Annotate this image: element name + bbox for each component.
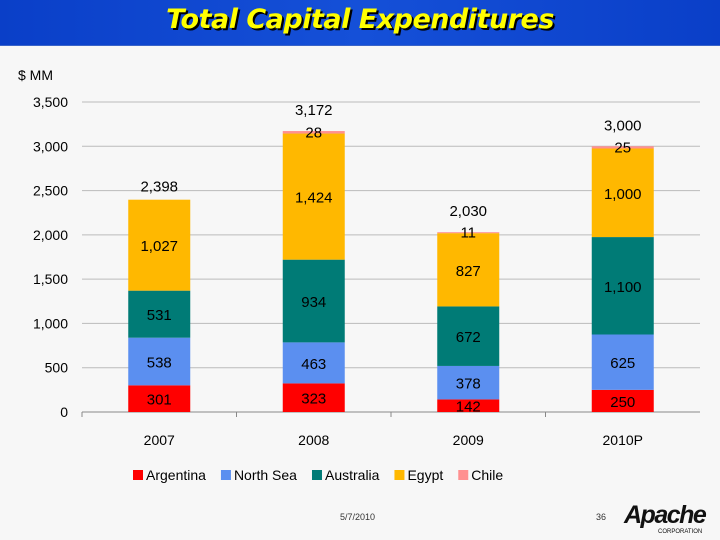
data-label: 827 [456, 263, 481, 280]
svg-text:Apache: Apache [623, 501, 707, 529]
y-tick-label: 2,500 [33, 183, 68, 199]
bar-segment-egypt [591, 148, 654, 238]
x-tick-label: 2007 [144, 432, 175, 448]
legend-swatch [133, 470, 143, 480]
slide-number: 36 [596, 512, 607, 522]
bar-segment-egypt [282, 133, 345, 260]
data-label: 28 [305, 124, 322, 141]
data-label: 11 [460, 225, 476, 242]
total-label: 3,172 [295, 102, 333, 119]
data-label: 301 [147, 392, 172, 409]
legend-swatch [394, 470, 405, 480]
bar-segment-australia [437, 306, 500, 366]
data-label: 142 [456, 399, 481, 416]
bar-segment-north-sea [128, 337, 191, 386]
x-tick-label: 2009 [453, 432, 484, 448]
bar-segment-argentina [282, 383, 345, 412]
bar-segment-australia [128, 290, 191, 338]
legend-label: Egypt [407, 467, 443, 483]
legend-label: North Sea [234, 467, 297, 483]
svg-text:CORPORATION: CORPORATION [658, 529, 702, 535]
bar-segment-north-sea [437, 365, 500, 400]
x-tick-label: 2010P [603, 432, 643, 448]
x-tick-label: 2008 [298, 432, 329, 448]
stacked-bar-chart: $ MM 0 500 1,000 1,500 2,000 2,500 3,000 3,500 20… [18, 67, 700, 483]
total-label: 3,000 [604, 117, 642, 134]
data-label: 1,100 [604, 279, 642, 296]
data-label: 378 [456, 376, 481, 393]
total-label: 2,398 [140, 179, 178, 196]
y-tick-label: 3,500 [33, 94, 68, 110]
data-label: 1,027 [140, 238, 178, 255]
slide-date: 5/7/2010 [340, 512, 376, 522]
bar-segment-argentina [128, 385, 191, 412]
y-tick-label: 3,000 [33, 138, 68, 154]
data-label: 672 [456, 329, 481, 346]
y-axis-label: $ MM [18, 67, 53, 83]
data-label: 250 [610, 394, 635, 411]
legend-label: Argentina [146, 467, 206, 483]
bar-segment-chile [282, 131, 345, 134]
bar-segment-australia [282, 259, 345, 343]
legend-swatch [220, 470, 231, 480]
data-label: 463 [301, 356, 326, 373]
bar-segment-chile [437, 232, 500, 234]
bar-segment-chile [591, 146, 654, 149]
data-label: 934 [301, 294, 326, 311]
y-tick-label: 1,000 [33, 315, 68, 331]
total-label: 2,030 [449, 203, 487, 220]
bar-segment-australia [591, 237, 654, 335]
data-label: 538 [147, 355, 172, 372]
y-tick-label: 500 [45, 360, 69, 376]
apache-logo: Apache CORPORATION [623, 501, 708, 535]
data-label: 25 [614, 139, 631, 156]
y-tick-label: 0 [60, 404, 68, 420]
title-banner [0, 0, 720, 46]
y-tick-label: 1,500 [33, 271, 68, 287]
bar-segment-egypt [437, 233, 500, 307]
data-label: 531 [147, 307, 172, 324]
slide-title: Total Capital Expenditures [166, 4, 554, 35]
legend-swatch [458, 470, 469, 480]
legend-label: Chile [471, 467, 503, 483]
bar-segment-argentina [437, 399, 500, 412]
data-label: 323 [301, 391, 326, 408]
legend-label: Australia [325, 467, 380, 483]
data-label: 625 [610, 355, 635, 372]
bar-segment-argentina [591, 389, 654, 412]
data-label: 1,000 [604, 186, 642, 203]
bar-segment-north-sea [591, 334, 654, 390]
data-label: 1,424 [295, 190, 333, 207]
bar-segment-north-sea [282, 342, 345, 384]
legend-swatch [311, 470, 322, 480]
y-tick-label: 2,000 [33, 227, 68, 243]
bar-segment-egypt [128, 199, 191, 291]
